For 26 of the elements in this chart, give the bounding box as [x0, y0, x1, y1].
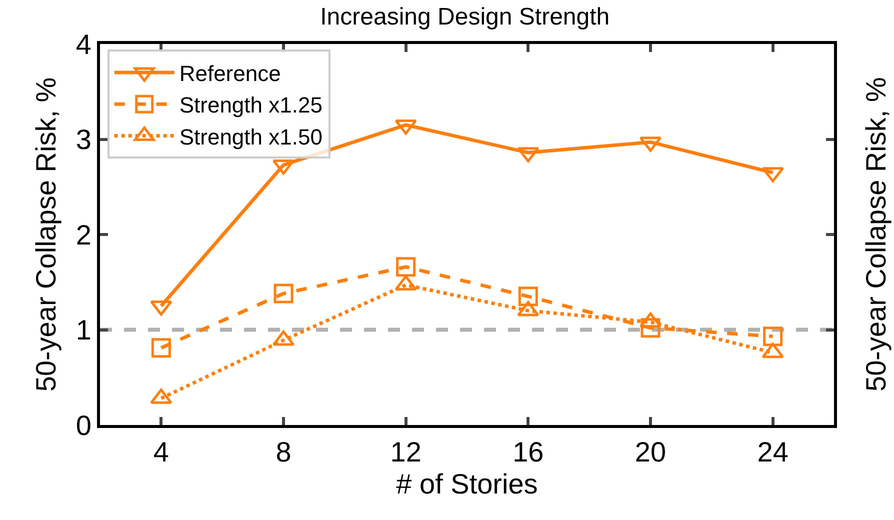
- legend-label: Strength x1.50: [179, 124, 322, 150]
- y-tick-label: 0: [76, 410, 92, 441]
- x-tick-label: 20: [634, 436, 666, 468]
- point: [394, 119, 417, 135]
- legend-label: Reference: [179, 61, 281, 86]
- point: [762, 342, 784, 358]
- point: [151, 338, 171, 358]
- y-axis-title: 50-year Collapse Risk, %: [30, 77, 62, 392]
- point: [396, 257, 416, 277]
- y-tick-label: 3: [76, 124, 92, 156]
- x-tick-label: 8: [276, 436, 292, 468]
- y2-axis-title: 50-year Collapse Risk, %: [860, 77, 892, 392]
- legend-label: Strength x1.25: [179, 92, 322, 118]
- x-tick-label: 16: [512, 436, 544, 468]
- point: [518, 286, 538, 306]
- x-tick-label: 4: [153, 436, 169, 468]
- chart-title: Increasing Design Strength: [320, 4, 610, 31]
- x-axis-title: # of Stories: [396, 468, 538, 500]
- x-tick-label: 24: [757, 436, 788, 468]
- y-tick-label: 1: [76, 314, 92, 346]
- point: [640, 318, 660, 338]
- point: [274, 284, 294, 304]
- x-tick-label: 12: [390, 436, 422, 468]
- y-tick-label: 4: [76, 28, 92, 60]
- point: [763, 326, 783, 346]
- y-tick-label: 2: [76, 219, 92, 250]
